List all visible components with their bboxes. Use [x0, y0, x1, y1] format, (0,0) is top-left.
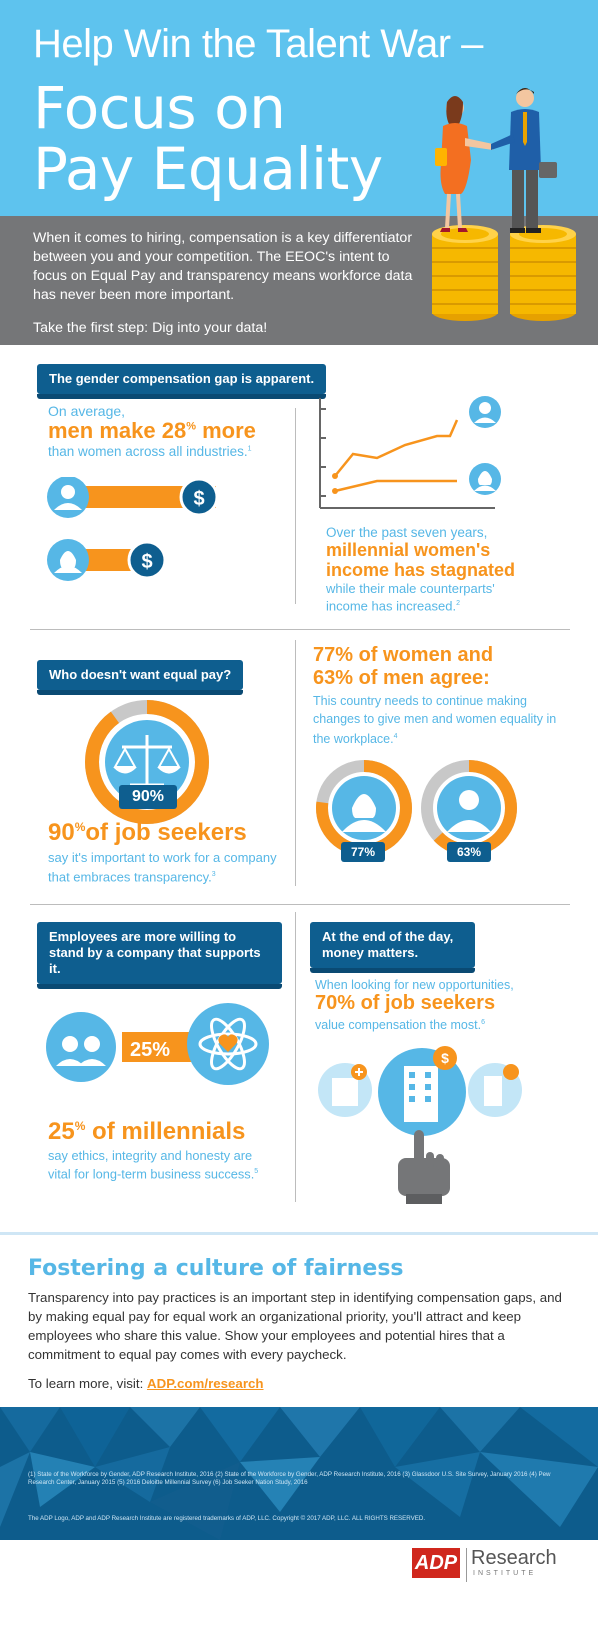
section3-right-post: value compensation the most.6	[315, 1018, 485, 1032]
section2-heading-pill: Who doesn't want equal pay?	[37, 660, 244, 695]
section3-right-big: 70% of job seekers	[315, 992, 496, 1014]
section2-right-text: This country needs to continue making ch…	[313, 692, 561, 748]
institute-wordmark: INSTITUTE	[473, 1570, 537, 1577]
man-figure-icon	[491, 88, 557, 233]
dollar-sign-women: $	[141, 551, 153, 573]
section2-stat-big-text: 90	[48, 819, 75, 846]
section-divider-2	[30, 904, 570, 905]
footer-body: Transparency into pay practices is an im…	[28, 1290, 562, 1362]
woman-agree-icon	[352, 794, 376, 818]
handshake-coins-illustration	[432, 88, 576, 321]
section3-stat-pct: %	[74, 1119, 86, 1133]
dollar-sign-men: $	[193, 488, 205, 510]
man-agree-icon	[459, 790, 479, 810]
footer-learn: To learn more, visit: ADP.com/research	[28, 1376, 264, 1391]
section2-right-text-body: This country needs to continue making ch…	[313, 694, 557, 747]
section3-stat-big-post: of millennials	[85, 1118, 246, 1145]
header-banner	[0, 0, 598, 216]
millennials-couple-icon	[46, 1012, 116, 1082]
logo-divider	[466, 1548, 467, 1582]
ring-label-90: 90%	[119, 785, 177, 809]
section-divider-1	[30, 629, 570, 630]
intro-band	[0, 216, 598, 345]
section3-divider	[295, 912, 296, 1202]
dollar-icon-men	[179, 477, 219, 517]
section1-divider	[295, 408, 296, 604]
chart-caption-post-text: while their male counterparts' income ha…	[326, 581, 495, 614]
section2-divider	[295, 640, 296, 886]
section1-stat-big: men make 28% more	[48, 418, 256, 444]
adp-research-link[interactable]: ADP.com/research	[146, 1376, 264, 1391]
footnote-references: (1) State of the Workforce by Gender, AD…	[28, 1471, 551, 1486]
trademark-notice: The ADP Logo, ADP and ADP Research Insti…	[28, 1515, 426, 1522]
section2-stat-pct: %	[74, 820, 86, 834]
chart-avatars	[469, 396, 501, 495]
income-line-chart	[319, 398, 495, 509]
women-income-line	[334, 479, 457, 493]
chart-caption-big: millennial women's income has stagnated	[326, 540, 516, 580]
section1-stat-post-text: than women across all industries.	[48, 444, 248, 459]
ring-fill-90	[85, 700, 209, 824]
section2-right-big-1: 77% of women and	[313, 644, 494, 666]
svg-text:$: $	[441, 1050, 449, 1066]
heart-icon	[218, 1034, 238, 1052]
section3-right-pre: When looking for new opportunities,	[315, 978, 514, 992]
men-income-line	[334, 419, 459, 477]
section1-stat-post: than women across all industries.1	[48, 444, 252, 459]
section3-stat-big: 25% of millennials	[48, 1118, 245, 1146]
section3-heading-pill: Employees are more willing to stand by a…	[37, 922, 282, 989]
header-title-line2: Focus on	[33, 74, 286, 142]
section3-stat-post-text: say ethics, integrity and honesty are vi…	[48, 1148, 255, 1182]
section2-right-note: 4	[393, 733, 398, 740]
section3-stat-big-text: 25	[48, 1118, 75, 1145]
intro-cta: Take the first step: Dig into your data!	[33, 320, 268, 336]
section2-right-big-2: 63% of men agree:	[313, 667, 490, 689]
job-choice-graphic: $	[318, 1046, 522, 1204]
section1-stat-big-text: men make 28	[48, 418, 187, 443]
section3-stat-note: 5	[254, 1168, 259, 1175]
section1-stat-big-post: more	[195, 418, 256, 443]
section1-stat-pct: %	[186, 420, 196, 433]
arrow-label-25: 25%	[130, 1039, 171, 1061]
research-wordmark: Research	[471, 1547, 557, 1569]
section2-stat-big: 90%of job seekers	[48, 819, 247, 847]
dollar-icon-women	[127, 540, 167, 580]
section2-stat-post: say it's important to work for a company…	[48, 849, 278, 885]
atom-heart-graphic	[187, 1003, 269, 1085]
triangle-pattern-band	[0, 1407, 598, 1540]
coin-stack-left-icon	[432, 225, 498, 321]
woman-figure-icon	[435, 96, 493, 232]
pay-gap-bars	[47, 477, 219, 581]
footer-learn-pre: To learn more, visit:	[28, 1376, 147, 1391]
intro-paragraph: When it comes to hiring, compensation is…	[33, 230, 413, 303]
section2-stat-note: 3	[211, 871, 216, 878]
coin-stack-right-icon	[510, 225, 576, 321]
section2-stat-big-post: of job seekers	[85, 819, 247, 846]
section2-stat-post-text: say it's important to work for a company…	[48, 850, 277, 885]
footer-title: Fostering a culture of fairness	[28, 1256, 404, 1281]
section3-right-pill: At the end of the day, money matters.	[310, 922, 475, 973]
footer-top-rule	[0, 1232, 598, 1235]
footer-logo-bar	[0, 1540, 598, 1629]
header-title-line1: Help Win the Talent War –	[33, 22, 483, 66]
section1-stat-pre: On average,	[48, 403, 126, 419]
header-title-line3: Pay Equality	[33, 135, 383, 203]
chart-caption-pre: Over the past seven years,	[326, 525, 488, 540]
section3-stat-post: say ethics, integrity and honesty are vi…	[48, 1148, 278, 1182]
section1-heading-pill: The gender compensation gap is apparent.	[37, 364, 327, 399]
section3-right-note: 6	[481, 1018, 485, 1026]
ring-label-77: 77%	[341, 842, 385, 862]
triangle-pattern-svg	[0, 1407, 598, 1540]
job-seekers-ring	[85, 700, 209, 824]
section1-stat-note: 1	[247, 445, 252, 453]
pointing-hand-icon	[398, 1130, 450, 1204]
chart-caption-post: while their male counterparts' income ha…	[326, 581, 526, 613]
section3-right-post-text: value compensation the most.	[315, 1018, 482, 1032]
adp-logo: ADP	[412, 1548, 460, 1578]
chart-caption-note: 2	[456, 600, 460, 607]
ring-label-63: 63%	[447, 842, 491, 862]
